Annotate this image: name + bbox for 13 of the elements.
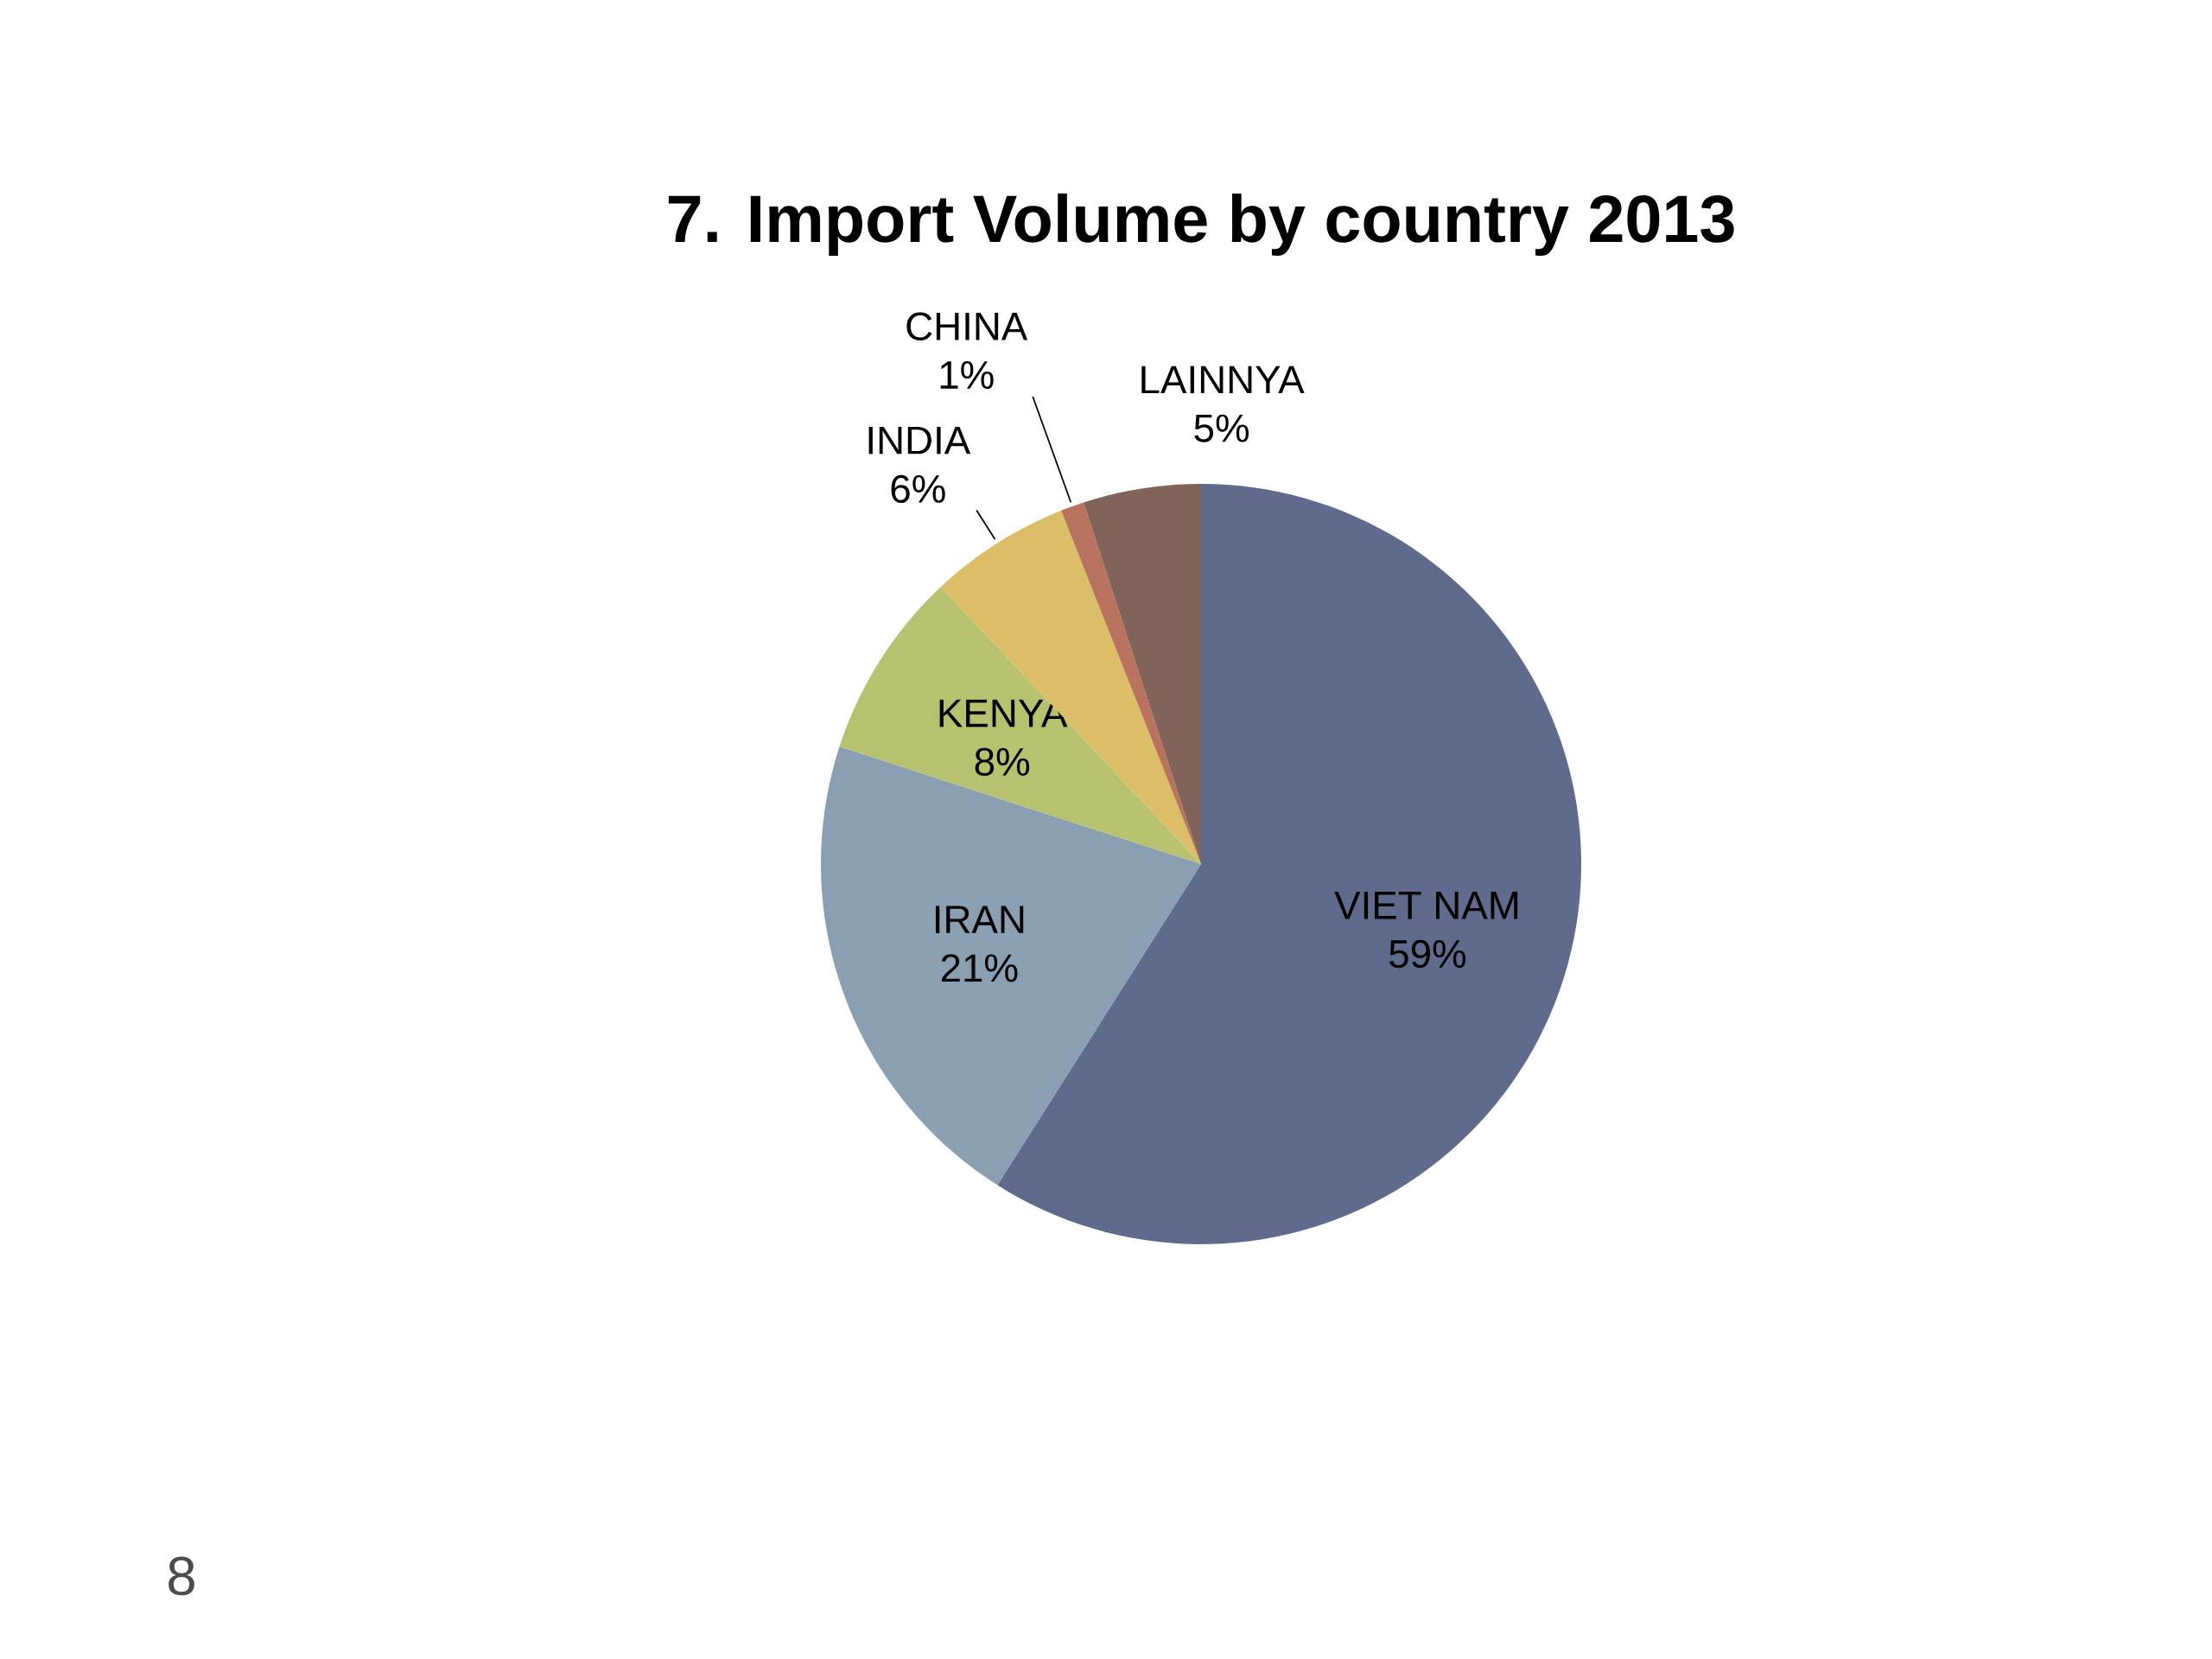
data-label: 21%: [941, 954, 1018, 982]
slice-label: CHINA: [906, 312, 1028, 340]
slice-label: INDIA: [868, 426, 971, 454]
slice-label: IRAN: [936, 906, 1024, 933]
data-label: 59%: [1389, 939, 1466, 969]
slice-label: VIET NAM: [1334, 892, 1518, 919]
chart-title: 7. Import Volume by country 2013: [668, 193, 1734, 256]
data-label: 6%: [891, 474, 945, 504]
data-label: 5%: [1194, 414, 1249, 442]
text: 8: [168, 1556, 194, 1596]
data-label: 8%: [975, 747, 1030, 776]
slice-label: LAINNYA: [1141, 365, 1305, 394]
data-label: 1%: [940, 361, 994, 390]
